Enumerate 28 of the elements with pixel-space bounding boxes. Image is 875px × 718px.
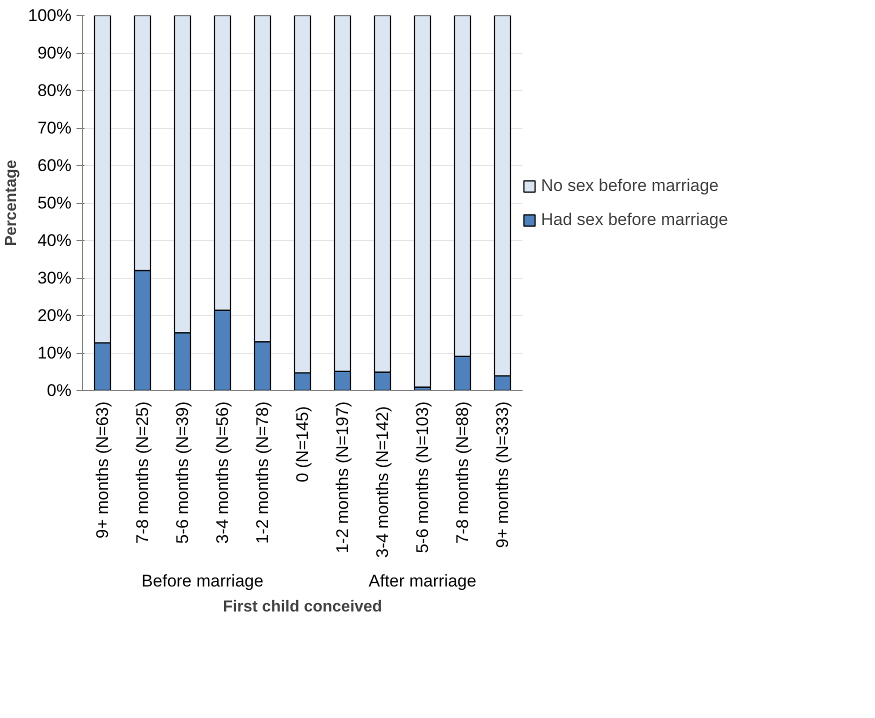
y-tick-label: 100% bbox=[28, 6, 72, 25]
x-tick-label: 1-2 months (N=197) bbox=[333, 402, 352, 554]
y-axis-title: Percentage bbox=[3, 160, 20, 246]
x-tick-label: 7-8 months (N=88) bbox=[453, 402, 472, 544]
x-tick-label: 3-4 months (N=142) bbox=[373, 406, 392, 558]
x-tick-label: 3-4 months (N=56) bbox=[213, 402, 232, 544]
x-tick-label: 5-6 months (N=39) bbox=[173, 402, 192, 544]
y-tick-label: 0% bbox=[46, 381, 72, 400]
legend-label: No sex before marriage bbox=[541, 176, 719, 196]
x-axis-title: First child conceived bbox=[222, 598, 382, 616]
y-tick-label: 50% bbox=[37, 194, 72, 212]
legend-label: Had sex before marriage bbox=[541, 210, 728, 230]
x-tick-label: 9+ months (N=63) bbox=[93, 401, 112, 539]
x-tick-label: 5-6 months (N=103) bbox=[413, 402, 432, 554]
x-tick-label: 0 (N=145) bbox=[293, 406, 312, 482]
x-tick-label: 1-2 months (N=78) bbox=[253, 402, 272, 544]
y-tick-label: 60% bbox=[37, 156, 72, 175]
y-tick-label: 70% bbox=[37, 118, 72, 138]
text: Before marriage bbox=[142, 572, 264, 590]
y-tick-label: 10% bbox=[37, 344, 72, 362]
y-tick-label: 20% bbox=[37, 306, 72, 325]
y-tick-label: 30% bbox=[37, 268, 72, 288]
text: After marriage bbox=[368, 572, 476, 590]
x-tick-label: 9+ months (N=333) bbox=[493, 402, 512, 548]
y-tick-label: 90% bbox=[37, 44, 72, 62]
x-tick-label: 7-8 months (N=25) bbox=[133, 402, 152, 544]
y-tick-label: 40% bbox=[37, 231, 72, 250]
y-tick-label: 80% bbox=[37, 81, 72, 100]
